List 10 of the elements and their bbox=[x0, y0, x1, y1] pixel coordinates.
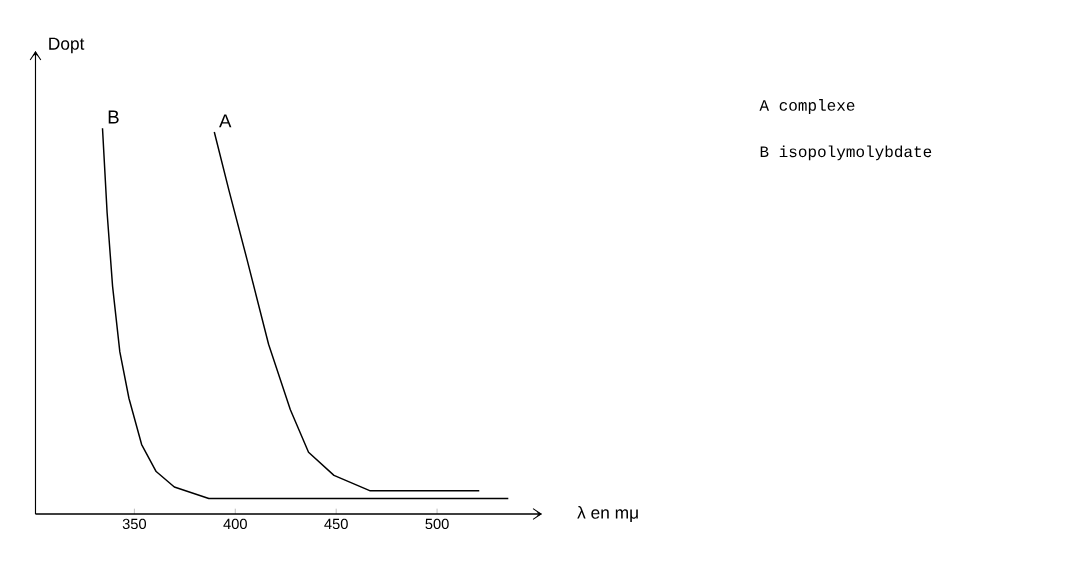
x-tick-label: 500 bbox=[425, 518, 449, 530]
series-label: A bbox=[219, 114, 232, 128]
y-axis-title: Dopt bbox=[49, 37, 85, 54]
x-tick-label: 450 bbox=[324, 518, 348, 530]
text: B isopolymolybdate bbox=[760, 145, 932, 161]
x-tick-label: 400 bbox=[223, 518, 247, 530]
x-tick-label: 350 bbox=[122, 518, 147, 530]
x-axis-title: λ en mμ bbox=[577, 506, 638, 522]
text: A complexe bbox=[759, 99, 855, 115]
series-label: B bbox=[108, 110, 119, 124]
